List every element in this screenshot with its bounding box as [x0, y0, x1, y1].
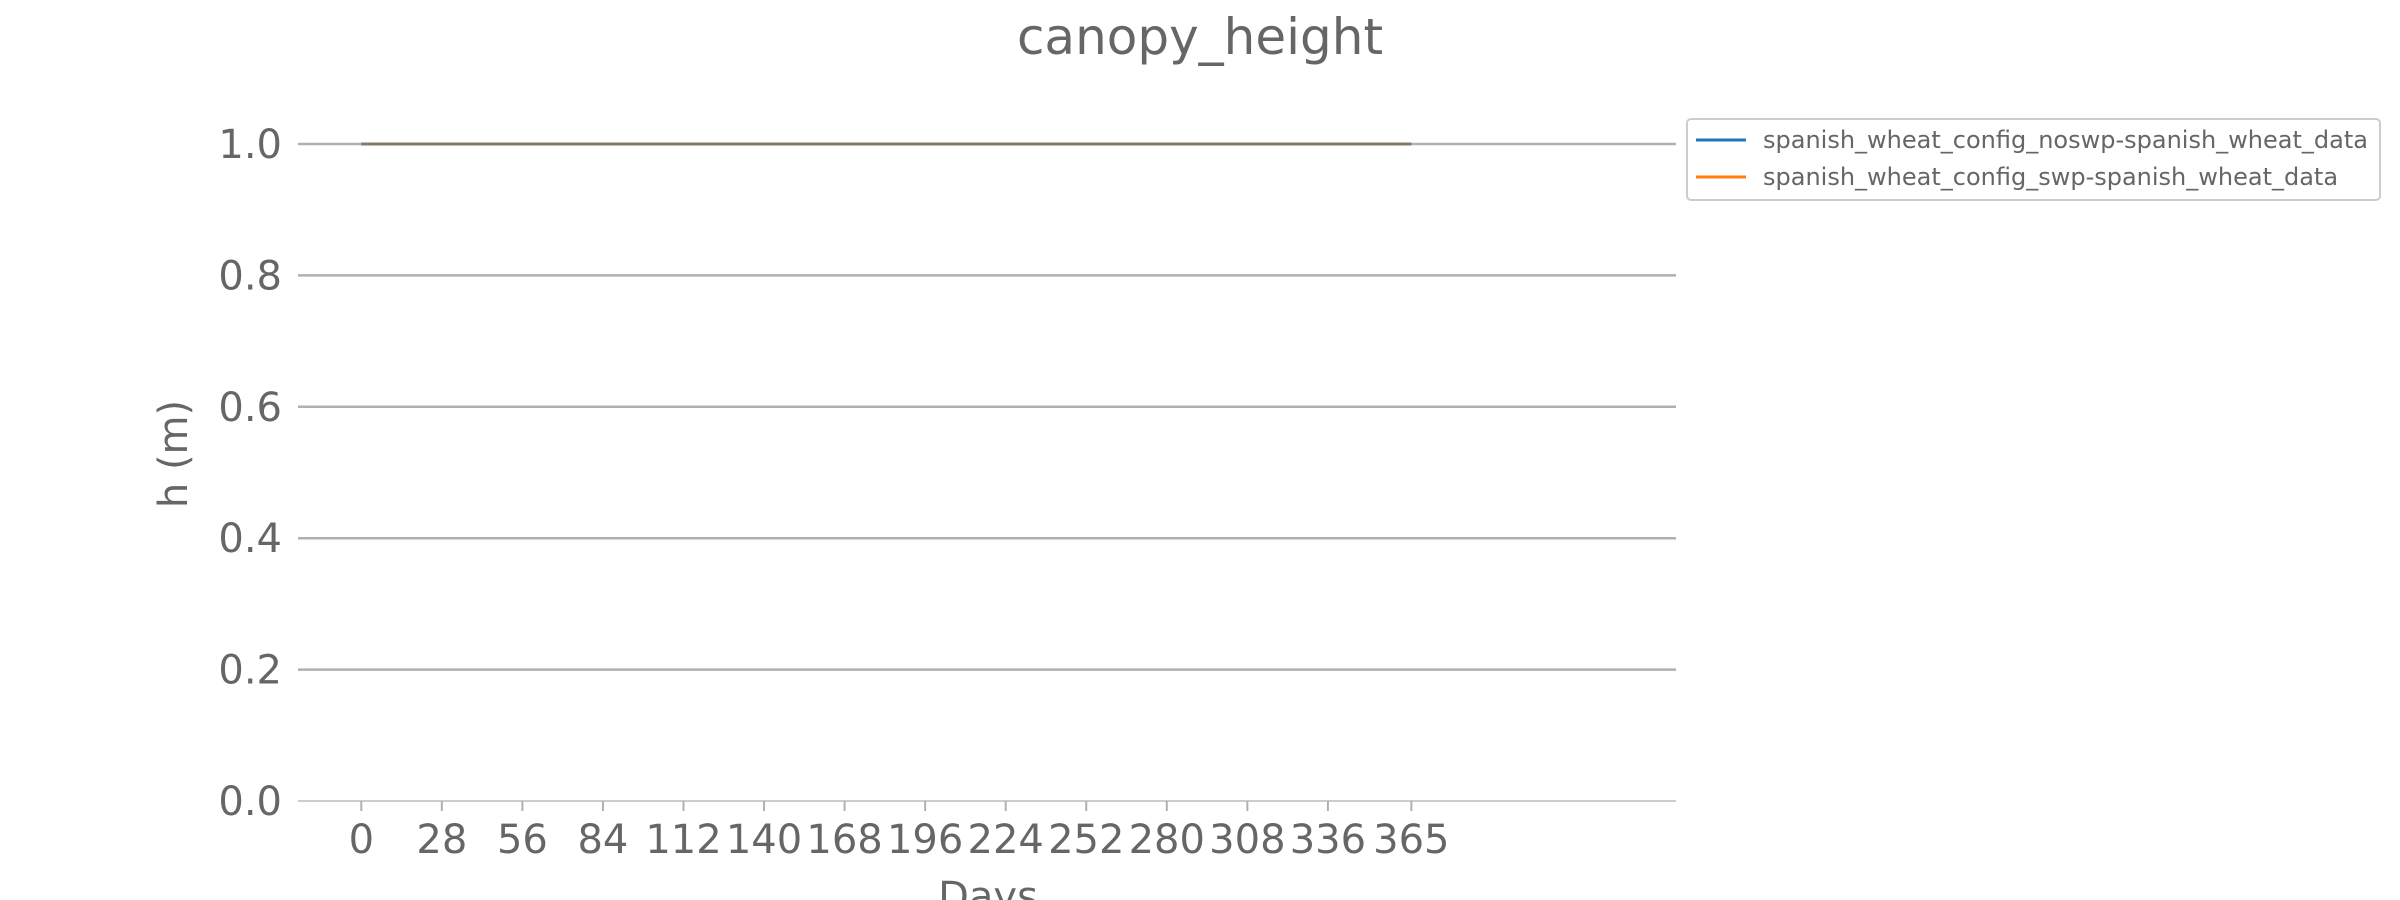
- x-tick-label: 0: [349, 817, 374, 863]
- x-tick-label: 28: [416, 817, 467, 863]
- x-axis-ticks: 0 28 56 84 112 140 168 196 224 252 280 308 336 365: [349, 801, 1450, 863]
- legend-label: spanish_wheat_config_swp-spanish_wheat_d…: [1763, 163, 2338, 191]
- x-tick-label: 196: [887, 817, 963, 863]
- x-tick-label: 168: [806, 817, 882, 863]
- y-axis-label: h (m): [151, 400, 197, 508]
- legend-box: [1686, 118, 2381, 201]
- x-tick-label: 280: [1129, 817, 1205, 863]
- x-tick-label: 365: [1373, 817, 1449, 863]
- chart-title: canopy_height: [1017, 8, 1383, 66]
- x-tick-label: 112: [645, 817, 721, 863]
- y-axis-ticks: 0.0 0.2 0.4 0.6 0.8 1.0: [218, 122, 282, 825]
- x-tick-label: 224: [968, 817, 1044, 863]
- y-tick-label: 0.4: [218, 516, 282, 562]
- y-tick-label: 0.0: [218, 779, 282, 825]
- grid-lines: [298, 142, 1676, 671]
- legend-label: spanish_wheat_config_noswp-spanish_wheat…: [1763, 126, 2368, 154]
- x-tick-label: 308: [1209, 817, 1285, 863]
- x-tick-label: 336: [1290, 817, 1366, 863]
- x-tick-label: 84: [577, 817, 628, 863]
- y-tick-label: 0.2: [218, 648, 282, 694]
- x-tick-label: 140: [726, 817, 802, 863]
- x-tick-label: 252: [1048, 817, 1124, 863]
- y-tick-label: 0.6: [218, 385, 282, 431]
- y-tick-label: 0.8: [218, 253, 282, 299]
- legend: spanish_wheat_config_noswp-spanish_wheat…: [1686, 118, 2381, 201]
- x-axis-label: Days: [938, 874, 1038, 900]
- y-tick-label: 1.0: [218, 122, 282, 168]
- x-tick-label: 56: [497, 817, 548, 863]
